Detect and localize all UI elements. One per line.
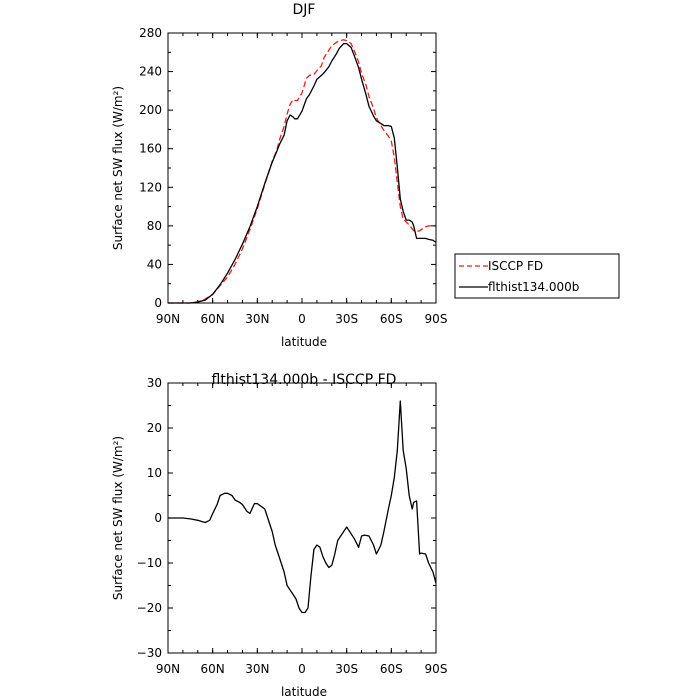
x-axis-label: latitude (281, 335, 327, 349)
series-line-difference (168, 400, 437, 614)
y-tick-label: −10 (137, 556, 162, 570)
x-tick-label: 30N (245, 312, 269, 326)
y-tick-label: 200 (139, 103, 162, 117)
y-tick-label: 0 (154, 511, 162, 525)
axis-ticks: 90N 60N 30N 0 30S 60S 90S 0 40 80 120 160 200 240 280 (139, 26, 447, 326)
y-tick-label: 0 (154, 296, 162, 310)
difference-plot-area (168, 400, 437, 614)
y-tick-label: −30 (137, 646, 162, 660)
y-axis-label: Surface net SW flux (W/m²) (111, 86, 125, 250)
y-tick-label: 280 (139, 26, 162, 40)
x-tick-label: 30S (335, 312, 358, 326)
series-line-flthist134-000b (168, 42, 437, 304)
series-line-isccp-fd (168, 39, 436, 304)
x-axis-label-difference: latitude (281, 685, 327, 699)
y-tick-label: 10 (147, 466, 162, 480)
legend-label-isccp: ISCCP FD (488, 259, 543, 273)
flux-chart-panel: DJF 90N 60N 30N 0 30S 60S 90S 0 40 80 120 160 200 240… (111, 2, 620, 349)
x-tick-label: 0 (298, 312, 306, 326)
x-tick-label: 30S (335, 662, 358, 676)
chart-title: DJF (293, 2, 316, 18)
x-tick-label: 90S (425, 312, 448, 326)
x-tick-label: 90S (425, 662, 448, 676)
y-tick-label: 80 (147, 219, 162, 233)
x-tick-label: 60N (201, 312, 225, 326)
x-tick-label: 90N (156, 662, 180, 676)
legend: ISCCP FD flthist134.000b (454, 253, 620, 299)
y-tick-label: −20 (137, 601, 162, 615)
x-tick-label: 60S (380, 312, 403, 326)
y-tick-label: 30 (147, 376, 162, 390)
flux-plot-area (168, 39, 437, 304)
x-tick-label: 0 (298, 662, 306, 676)
y-tick-label: 40 (147, 257, 162, 271)
y-tick-label: 160 (139, 142, 162, 156)
chart-title-difference: flthist134.000b - ISCCP FD (212, 372, 397, 388)
legend-label-flthist: flthist134.000b (488, 280, 579, 294)
y-tick-label: 240 (139, 65, 162, 79)
x-tick-label: 90N (156, 312, 180, 326)
x-tick-label: 60N (201, 662, 225, 676)
y-tick-label: 120 (139, 180, 162, 194)
x-tick-label: 30N (245, 662, 269, 676)
legend-box (454, 253, 620, 299)
y-axis-label-difference: Surface net SW flux (W/m²) (111, 436, 125, 600)
y-tick-label: 20 (147, 421, 162, 435)
axis-ticks-difference: 90N 60N 30N 0 30S 60S 90S −30 −20 −10 0 10 20 30 (137, 376, 448, 676)
difference-chart-panel: flthist134.000b - ISCCP FD 90N 60N 30N 0 30S… (111, 372, 447, 699)
x-tick-label: 60S (380, 662, 403, 676)
